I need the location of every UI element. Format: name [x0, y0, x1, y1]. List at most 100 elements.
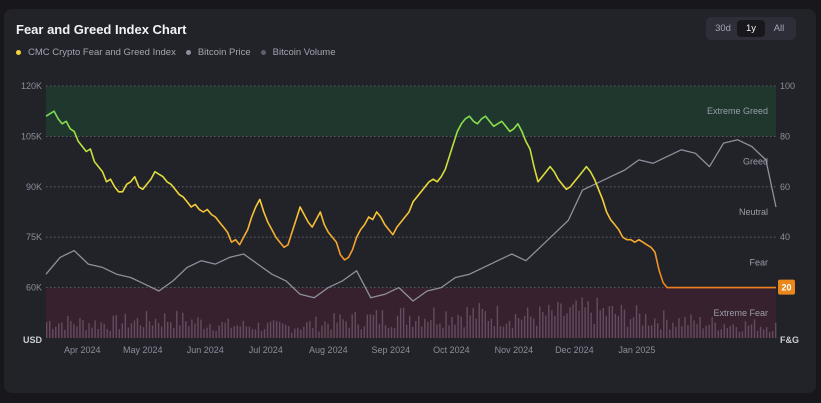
volume-bar	[466, 307, 468, 338]
range-button-1y[interactable]: 1y	[737, 20, 765, 37]
volume-bar	[209, 324, 211, 338]
volume-bar	[451, 317, 453, 338]
volume-bar	[348, 327, 350, 338]
volume-bar	[717, 330, 719, 338]
volume-bar	[269, 321, 272, 338]
volume-bar	[675, 326, 677, 338]
volume-bar	[572, 304, 574, 338]
volume-bar	[584, 307, 586, 338]
volume-bar	[663, 310, 665, 338]
volume-bar	[115, 314, 117, 338]
volume-bar	[439, 323, 441, 338]
x-tick-label: Oct 2024	[433, 345, 470, 355]
x-tick-label: Dec 2024	[555, 345, 594, 355]
volume-bar	[79, 318, 81, 338]
volume-bar	[402, 307, 405, 338]
range-button-30d[interactable]: 30d	[715, 23, 731, 34]
legend-item-bitcoin-volume[interactable]: Bitcoin Volume	[260, 47, 336, 58]
left-tick-label: 60K	[26, 283, 42, 293]
volume-bar	[523, 315, 526, 338]
legend-item-fear-greed[interactable]: CMC Crypto Fear and Greed Index	[16, 47, 176, 58]
left-axis-title: USD	[23, 335, 43, 345]
volume-bar	[611, 305, 614, 338]
volume-bar	[275, 320, 278, 338]
volume-bar	[756, 330, 759, 338]
volume-bar	[726, 328, 728, 338]
volume-bar	[408, 315, 411, 338]
volume-bar	[753, 319, 756, 338]
volume-bar	[221, 321, 223, 338]
volume-bar	[366, 314, 369, 338]
volume-bar	[578, 310, 580, 338]
legend-item-bitcoin-price[interactable]: Bitcoin Price	[185, 47, 251, 58]
volume-bar	[436, 324, 438, 338]
x-tick-label: Jun 2024	[187, 345, 224, 355]
volume-bar	[154, 318, 157, 338]
volume-bar	[49, 320, 51, 338]
range-button-all[interactable]: All	[773, 23, 785, 34]
volume-bar	[176, 311, 178, 338]
time-range-selector: 30d 1y All	[706, 17, 796, 40]
legend-dot-fear-greed	[16, 50, 21, 55]
volume-bar	[765, 327, 768, 338]
volume-bar	[599, 310, 601, 338]
volume-bar	[638, 313, 641, 338]
volume-bar	[266, 322, 269, 338]
volume-bar	[297, 327, 299, 338]
band-label: Greed	[743, 157, 768, 167]
volume-bar	[260, 331, 263, 338]
volume-bar	[97, 328, 99, 338]
volume-bar	[76, 326, 78, 338]
volume-bar	[644, 314, 647, 338]
volume-bar	[424, 318, 426, 338]
volume-bar	[481, 308, 483, 338]
volume-bar	[351, 314, 353, 338]
volume-bar	[106, 328, 108, 338]
volume-bar	[215, 331, 217, 338]
volume-bar	[774, 322, 777, 338]
volume-bar	[197, 317, 199, 338]
volume-bar	[333, 313, 335, 338]
volume-bar	[372, 314, 375, 338]
volume-bar	[472, 307, 474, 338]
legend-label-bitcoin-volume: Bitcoin Volume	[272, 47, 336, 58]
volume-bar	[602, 308, 604, 338]
x-tick-label: Jan 2025	[618, 345, 655, 355]
volume-bar	[130, 323, 133, 338]
volume-bar	[650, 325, 653, 338]
volume-bar	[684, 316, 686, 338]
volume-bar	[460, 316, 462, 338]
volume-bar	[151, 325, 154, 338]
volume-bar	[732, 324, 735, 338]
volume-bar	[230, 327, 232, 338]
volume-bar	[91, 327, 93, 338]
volume-bar	[218, 325, 220, 338]
volume-bar	[139, 325, 142, 338]
volume-bar	[526, 307, 529, 338]
volume-bar	[160, 326, 163, 338]
band-label: Extreme Fear	[713, 308, 768, 318]
volume-bar	[681, 326, 683, 338]
volume-bar	[324, 321, 326, 338]
fear-greed-line	[45, 110, 776, 289]
volume-bar	[306, 322, 308, 338]
volume-bar	[363, 326, 366, 338]
volume-bar	[511, 327, 514, 338]
volume-bar	[708, 324, 710, 338]
volume-bar	[478, 303, 480, 338]
volume-bar	[666, 319, 668, 338]
volume-bar	[669, 329, 671, 338]
volume-bar	[142, 327, 145, 338]
volume-bar	[560, 303, 562, 338]
volume-bar	[735, 327, 738, 338]
x-tick-label: May 2024	[123, 345, 163, 355]
volume-bar	[587, 301, 589, 338]
volume-bar	[508, 320, 511, 338]
legend-dot-bitcoin-volume	[260, 50, 266, 55]
volume-bar	[300, 329, 302, 338]
volume-bar	[647, 325, 650, 338]
volume-bar	[771, 330, 774, 338]
volume-bar	[206, 327, 208, 338]
volume-bar	[469, 315, 471, 338]
